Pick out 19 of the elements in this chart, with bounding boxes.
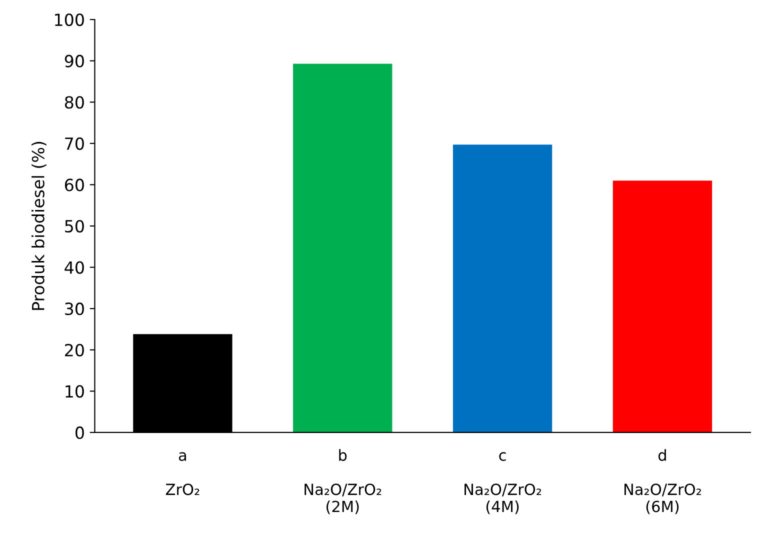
category-label: c Na₂O/ZrO₂ (4M): [464, 452, 542, 514]
y-tick-label: 30: [65, 302, 84, 316]
category-label: a ZrO₂: [166, 452, 200, 496]
y-tick-label: 20: [65, 344, 84, 356]
bar: [293, 64, 392, 432]
y-tick-label: 0: [76, 426, 84, 440]
category-label: d Na₂O/ZrO₂ (6M): [624, 449, 701, 514]
category-label: b Na₂O/ZrO₂ (2M): [304, 449, 382, 514]
y-tick-label: 90: [64, 54, 84, 68]
y-tick-label: 10: [66, 385, 84, 398]
y-tick-label: 70: [65, 137, 84, 150]
y-tick-label: 100: [55, 13, 84, 26]
bar: [452, 144, 552, 432]
bar: [612, 180, 712, 432]
y-axis-title: Produk biodiesel (%): [32, 142, 46, 310]
y-tick-label: 40: [64, 261, 84, 274]
y-tick-label: 60: [64, 178, 84, 192]
y-tick-label: 80: [64, 96, 84, 109]
y-tick-label: 50: [65, 220, 84, 233]
